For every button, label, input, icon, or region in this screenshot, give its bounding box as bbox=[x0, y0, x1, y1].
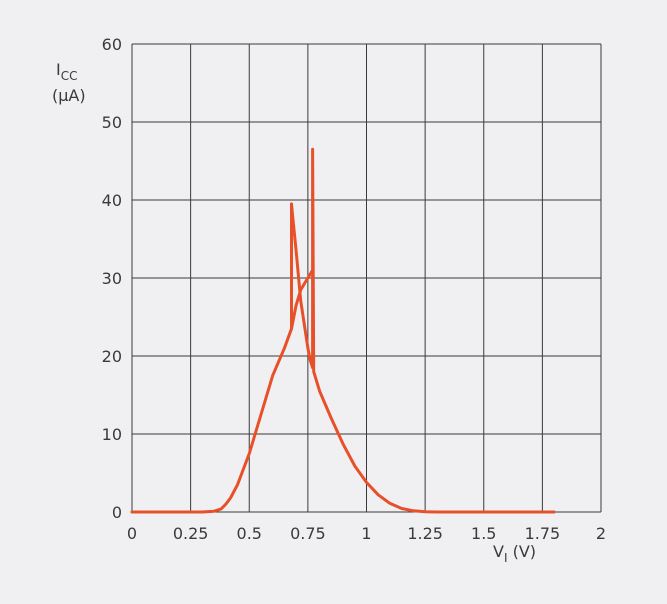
grid bbox=[131, 43, 602, 513]
x-axis-title: VI (V) bbox=[493, 542, 536, 565]
y-tick-label: 20 bbox=[102, 347, 122, 366]
x-tick-label: 0.75 bbox=[290, 524, 326, 543]
series-line-1 bbox=[130, 147, 556, 514]
y-tick-label: 10 bbox=[102, 425, 122, 444]
x-tick-label: 0.25 bbox=[173, 524, 209, 543]
x-tick-labels: 0 0.25 0.5 0.75 1 1.25 1.5 1.75 2 bbox=[127, 524, 606, 543]
y-tick-labels: 0 10 20 30 40 50 60 bbox=[102, 35, 122, 522]
x-axis-title-main: V bbox=[493, 542, 504, 561]
y-tick-label: 30 bbox=[102, 269, 122, 288]
series-layer bbox=[130, 147, 556, 514]
y-tick-label: 0 bbox=[112, 503, 122, 522]
x-tick-label: 1.75 bbox=[525, 524, 561, 543]
x-axis-title-sub: I bbox=[504, 551, 508, 565]
x-tick-label: 1.25 bbox=[407, 524, 443, 543]
x-axis-title-unit: (V) bbox=[508, 542, 537, 561]
x-tick-label: 1.5 bbox=[471, 524, 496, 543]
y-axis-title-main: I bbox=[56, 60, 61, 79]
y-axis-title-sub: CC bbox=[61, 69, 78, 83]
series-line-2 bbox=[290, 268, 315, 331]
x-tick-label: 2 bbox=[596, 524, 606, 543]
y-axis-title: ICC bbox=[56, 60, 77, 83]
y-axis-unit: (µA) bbox=[52, 86, 86, 105]
y-tick-label: 50 bbox=[102, 113, 122, 132]
y-tick-label: 40 bbox=[102, 191, 122, 210]
x-tick-label: 0.5 bbox=[237, 524, 262, 543]
x-tick-label: 0 bbox=[127, 524, 137, 543]
y-tick-label: 60 bbox=[102, 35, 122, 54]
x-tick-label: 1 bbox=[361, 524, 371, 543]
